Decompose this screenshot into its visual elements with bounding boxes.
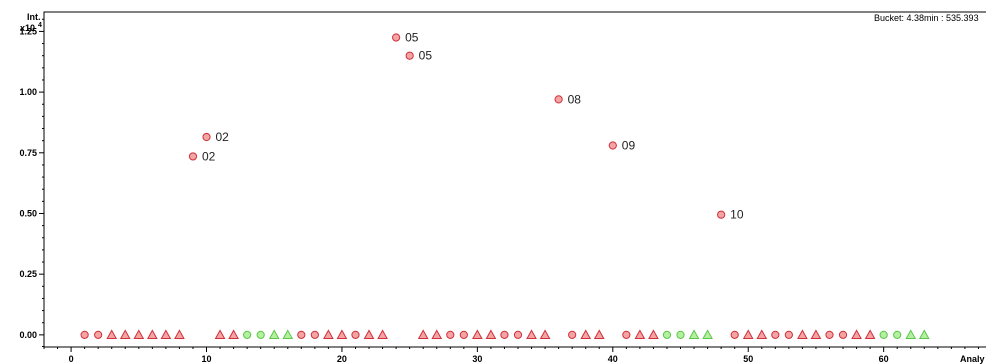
data-point-triangle [323, 329, 334, 339]
data-point-triangle [377, 329, 388, 339]
data-point-triangle [228, 329, 239, 339]
data-point-circle [662, 330, 672, 339]
data-point-circle [717, 210, 726, 219]
data-point-triangle [702, 329, 713, 339]
data-point-circle [893, 330, 902, 339]
data-point-circle [513, 330, 523, 339]
data-point-label: 08 [568, 92, 582, 106]
y-scale-label: x10 [20, 23, 35, 33]
x-tick-label: 40 [608, 354, 618, 364]
x-axis-label: Analy [960, 354, 985, 364]
data-point-circle [879, 330, 888, 339]
data-point-label: 05 [419, 49, 433, 63]
data-point-triangle [648, 329, 659, 339]
data-point-triangle [431, 329, 443, 339]
data-point-circle [256, 330, 265, 339]
data-point-triangle [918, 329, 930, 339]
data-point-triangle [539, 329, 551, 339]
data-point-triangle [160, 329, 172, 339]
data-point-circle [243, 330, 252, 339]
data-point-triangle [363, 329, 375, 339]
data-point-circle [730, 330, 739, 339]
x-tick-label: 10 [202, 354, 212, 364]
data-point-label: 09 [622, 139, 636, 153]
plot-frame [43, 11, 986, 348]
data-point-circle [500, 330, 509, 339]
data-point-circle [838, 330, 848, 339]
data-point-triangle [580, 329, 592, 339]
chart-title: Bucket: 4.38min : 535.393 [874, 13, 979, 23]
data-point-circle [80, 330, 89, 339]
data-point-triangle [634, 329, 646, 339]
data-point-triangle [742, 329, 754, 339]
data-points [80, 33, 930, 339]
data-point-triangle [905, 329, 917, 339]
data-point-triangle [526, 329, 537, 339]
data-point-triangle [282, 329, 294, 339]
data-point-circle [554, 95, 563, 104]
data-point-triangle [485, 329, 497, 339]
data-point-circle [622, 330, 631, 339]
data-point-circle [405, 51, 414, 60]
data-point-circle [392, 33, 401, 42]
data-point-circle [297, 330, 306, 339]
data-point-triangle [133, 329, 145, 339]
x-tick-label: 60 [879, 354, 889, 364]
data-point-circle [608, 141, 617, 150]
x-ticks: 0 10 20 30 40 50 60 [43, 347, 979, 364]
data-point-triangle [214, 329, 226, 339]
data-point-label: 02 [216, 130, 230, 144]
data-point-triangle [417, 329, 429, 339]
data-point-circle [310, 330, 319, 339]
y-tick-label: 0.50 [19, 208, 37, 218]
y-tick-label: 1.00 [19, 87, 37, 97]
data-point-triangle [593, 329, 605, 339]
data-point-triangle [797, 329, 808, 339]
y-ticks: 0.00 0.25 0.50 0.75 1.00 1.25 [19, 18, 44, 347]
x-tick-label: 30 [472, 354, 482, 364]
data-point-circle [459, 330, 468, 339]
data-point-triangle [336, 329, 348, 339]
data-point-circle [676, 330, 685, 339]
data-point-triangle [688, 329, 700, 339]
x-tick-label: 50 [743, 354, 753, 364]
data-point-circle [568, 330, 577, 339]
y-tick-label: 0.25 [19, 269, 37, 279]
data-point-triangle [106, 329, 118, 339]
y-scale-exponent: 4 [38, 22, 42, 29]
data-point-circle [202, 132, 211, 142]
x-tick-label: 20 [337, 354, 347, 364]
y-tick-label: 0.75 [19, 148, 37, 158]
data-point-circle [784, 330, 793, 339]
data-point-circle [825, 330, 834, 339]
data-point-triangle [756, 329, 768, 339]
data-point-circle [94, 330, 103, 339]
data-point-circle [771, 330, 780, 339]
data-point-label: 10 [730, 208, 744, 222]
data-point-triangle [851, 329, 862, 339]
data-point-circle [188, 152, 198, 161]
data-point-triangle [146, 329, 158, 339]
y-axis-label: Int. [27, 12, 41, 22]
data-point-label: 05 [405, 30, 419, 44]
y-tick-label: 0.00 [19, 330, 37, 340]
data-point-triangle [810, 329, 822, 339]
data-point-triangle [864, 329, 876, 339]
data-point-triangle [268, 329, 280, 339]
data-point-triangle [119, 329, 131, 339]
data-point-label: 02 [202, 149, 216, 163]
data-point-triangle [174, 329, 185, 339]
data-point-circle [351, 330, 360, 339]
x-tick-label: 0 [69, 354, 74, 364]
y-tick-label: 1.25 [19, 26, 37, 36]
data-point-circle [446, 330, 455, 339]
data-point-triangle [472, 329, 483, 339]
